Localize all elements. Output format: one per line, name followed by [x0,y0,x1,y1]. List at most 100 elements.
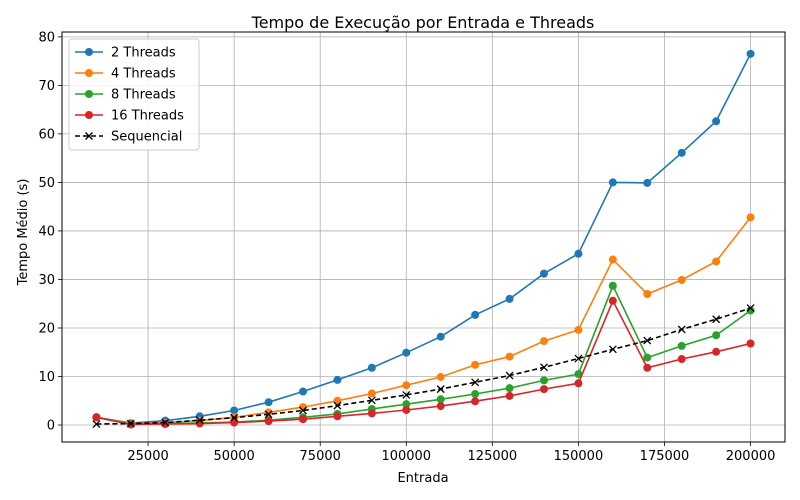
legend-label: 16 Threads [111,109,184,124]
data-point-sequencial [367,396,376,405]
data-point-2-threads [264,398,273,407]
data-point-16-threads [540,385,548,394]
data-point-16-threads [333,412,342,421]
data-point-sequencial [746,304,755,313]
data-point-4-threads [402,381,411,390]
series-16-threads [92,296,755,429]
data-point-2-threads [505,294,514,303]
legend-box [68,38,200,151]
data-point-2-threads [608,178,617,187]
data-point-4-threads [505,352,514,361]
grid [62,32,785,442]
series-sequencial [92,304,755,429]
marker-stroke [230,413,239,422]
data-point-2-threads [540,269,548,278]
data-point-16-threads [436,402,445,411]
data-point-2-threads [677,148,686,157]
data-point-8-threads [608,281,617,290]
data-point-16-threads [677,355,686,364]
data-point-2-threads [402,348,411,357]
data-point-sequencial [574,354,583,363]
data-point-16-threads [402,405,411,414]
marker-stroke [92,420,101,429]
plot-frame [61,31,786,443]
data-point-4-threads [574,325,583,334]
x-tick-label: 125000 [468,449,518,464]
data-point-8-threads [712,331,721,340]
data-point-4-threads [643,290,652,299]
marker-stroke [540,363,548,372]
x-tick-label: 50000 [213,449,254,464]
series-line-16-threads [96,298,751,426]
data-point-sequencial [230,413,239,422]
data-point-4-threads [367,389,376,398]
y-tick-label: 40 [38,224,55,239]
data-point-sequencial [333,401,342,410]
legend-item-4-threads: 4 Threads [75,67,176,82]
data-point-2-threads [712,117,721,126]
marker-stroke [161,418,170,427]
legend-marker [85,69,93,77]
data-point-4-threads [712,257,721,266]
data-point-sequencial [402,390,411,399]
y-tick-label: 80 [38,30,55,45]
legend-marker [85,90,93,98]
data-point-4-threads [608,255,617,264]
data-point-2-threads [471,310,480,319]
data-point-sequencial [677,325,686,334]
legend-marker [85,132,93,140]
data-point-4-threads [471,360,480,369]
data-point-16-threads [608,296,617,305]
legend-marker [85,48,93,56]
y-axis-ticks: 0 10 20 30 40 50 60 70 80 [38,30,62,434]
data-point-2-threads [299,387,307,396]
data-point-4-threads [746,213,755,222]
x-tick-label: 175000 [640,449,690,464]
legend-marker [85,111,93,119]
data-point-8-threads [540,376,548,385]
series-line-4-threads [96,216,752,425]
data-point-8-threads [402,400,411,409]
series-line-sequencial [96,307,751,425]
data-point-16-threads [471,397,480,406]
data-point-sequencial [195,416,204,425]
marker-stroke [471,378,480,387]
legend: 2 Threads 4 Threads 8 Threads 16 Threads Seq… [68,38,200,151]
x-tick-label: 75000 [300,449,341,464]
chart-title: Tempo de Execução por Entrada e Threads [251,13,595,32]
y-tick-label: 60 [38,127,55,142]
data-point-4-threads [436,372,445,381]
data-point-8-threads [436,395,445,404]
x-tick-label: 200000 [726,449,776,464]
x-tick-label: 25000 [127,449,168,464]
data-point-16-threads [161,420,170,429]
x-axis-ticks: 25000 50000 75000 100000 125000 150000 175000 2… [127,442,775,464]
legend-item-16-threads: 16 Threads [75,109,184,124]
marker-stroke [126,419,135,428]
x-axis-label: Entrada [397,471,448,486]
data-point-2-threads [574,249,583,258]
marker-stroke [505,371,514,380]
data-point-2-threads [333,375,342,384]
data-point-16-threads [505,391,514,400]
marker-stroke [195,416,204,425]
y-tick-label: 70 [38,79,55,94]
legend-item-8-threads: 8 Threads [75,88,176,103]
data-point-16-threads [746,339,755,348]
data-point-16-threads [367,409,376,418]
data-point-16-threads [299,415,307,424]
y-axis-label: Tempo Médio (s) [16,179,31,287]
legend-label: 4 Threads [111,67,176,82]
legend-label: 2 Threads [111,46,176,61]
data-point-sequencial [608,345,617,354]
data-point-2-threads [643,178,652,187]
y-tick-label: 0 [47,419,55,434]
legend-item-2-threads: 2 Threads [75,46,176,61]
marker-stroke [436,385,445,394]
data-point-4-threads [677,275,686,284]
data-point-sequencial [540,363,548,372]
marker-stroke [574,354,583,363]
marker-stroke [712,315,721,324]
data-point-8-threads [471,389,480,398]
